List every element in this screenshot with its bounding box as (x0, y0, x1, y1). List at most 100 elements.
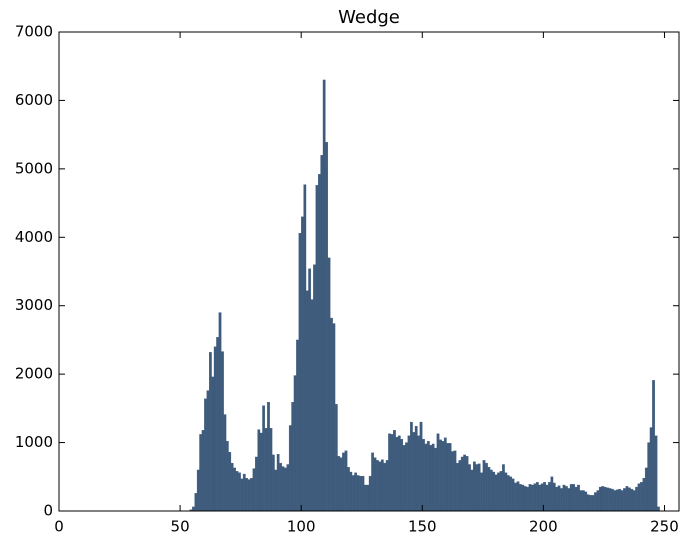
bar (390, 434, 394, 512)
bar (315, 185, 319, 512)
bar (439, 439, 442, 512)
bar (223, 414, 227, 512)
bar (538, 484, 542, 512)
bar (250, 478, 253, 512)
bar (213, 346, 217, 512)
bar (262, 405, 266, 512)
bar (625, 486, 629, 512)
bar (511, 478, 515, 512)
bar (652, 380, 655, 512)
bar (216, 337, 219, 512)
bar (533, 483, 537, 512)
bar (548, 482, 551, 512)
bar (298, 233, 302, 512)
bar (344, 450, 348, 512)
x-tick-label: 150 (408, 518, 437, 536)
bar (225, 441, 229, 512)
bar (574, 486, 578, 512)
bar (257, 429, 261, 512)
x-tick-label: 50 (171, 518, 190, 536)
bar (509, 476, 513, 512)
bar (632, 490, 636, 512)
bar (221, 351, 224, 512)
bar (288, 425, 292, 512)
bar (436, 433, 440, 512)
bar (332, 323, 336, 512)
bar (591, 495, 595, 512)
bar (598, 486, 602, 512)
bar (482, 460, 486, 512)
bar (545, 484, 549, 512)
bar (211, 376, 215, 512)
bar (487, 467, 491, 512)
bar (330, 317, 333, 512)
bar (412, 432, 416, 512)
bar (569, 484, 573, 512)
bar (204, 398, 207, 512)
bar (380, 459, 384, 512)
bar (373, 457, 377, 512)
bar (521, 484, 525, 512)
bar (325, 142, 328, 512)
y-tick-label: 1000 (15, 433, 53, 451)
bar (615, 489, 619, 512)
bar (502, 464, 505, 512)
bar (342, 452, 345, 512)
bar (240, 478, 244, 512)
bar (238, 472, 241, 512)
bar (596, 490, 600, 512)
bar (395, 436, 399, 512)
bar (458, 460, 462, 512)
bar (608, 488, 612, 512)
y-tick-label: 4000 (15, 228, 53, 246)
bar (371, 452, 374, 512)
bar (407, 435, 411, 512)
bar (465, 456, 469, 512)
bar (475, 464, 479, 512)
bar (247, 479, 251, 512)
bar (308, 268, 312, 512)
bar (337, 456, 341, 512)
bar (572, 484, 576, 512)
bar (499, 471, 503, 512)
bar (305, 290, 309, 512)
bar (567, 488, 571, 512)
bar (339, 457, 343, 512)
bar (603, 486, 607, 512)
bar (255, 456, 258, 512)
bar (417, 435, 421, 512)
bar (630, 488, 634, 512)
bar (385, 460, 389, 512)
bar (267, 402, 270, 512)
plot-frame (58, 31, 680, 512)
bar (620, 490, 624, 512)
bar (528, 484, 532, 512)
bar (504, 472, 508, 512)
bar (431, 443, 435, 512)
bar (313, 264, 316, 512)
bar (269, 428, 273, 512)
y-tick-label: 2000 (15, 365, 53, 383)
bar (557, 485, 561, 512)
y-tick-label: 7000 (15, 23, 53, 41)
bar (526, 486, 529, 512)
bar (366, 484, 370, 512)
bar (565, 486, 568, 512)
bar (274, 469, 278, 512)
bar (349, 471, 353, 512)
bar (451, 451, 454, 512)
bar (276, 454, 280, 512)
bar (400, 438, 404, 512)
bar (654, 435, 658, 512)
bar (640, 482, 643, 512)
bar (347, 467, 350, 512)
bar (378, 461, 382, 512)
bar (320, 155, 324, 512)
bar (562, 484, 566, 512)
bar (293, 375, 297, 512)
bar (494, 474, 498, 512)
bar (196, 469, 200, 512)
bar (480, 472, 483, 512)
bar (443, 437, 447, 512)
